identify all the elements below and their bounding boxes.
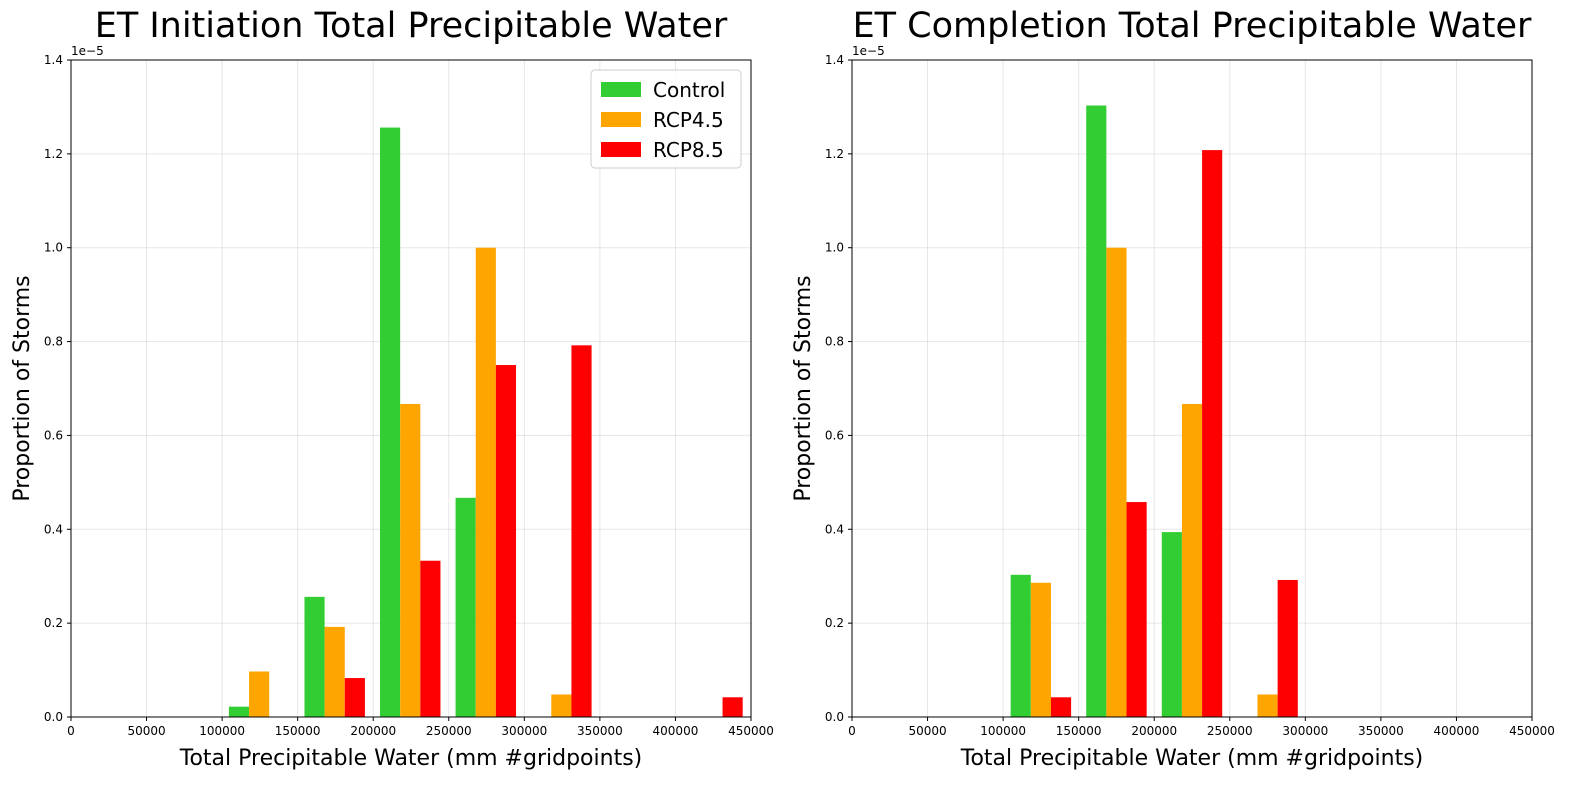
bar-control — [304, 596, 325, 717]
bar-rcp45 — [1030, 582, 1051, 717]
bar-control — [1010, 574, 1031, 717]
x-axis-title: Total Precipitable Water (mm #gridpoints… — [179, 746, 642, 771]
bar-rcp85 — [420, 560, 441, 717]
y-tick-label: 0.8 — [44, 335, 63, 349]
x-tick-label: 100000 — [980, 724, 1026, 738]
bar-rcp85 — [1202, 150, 1223, 718]
bar-rcp85 — [1277, 579, 1298, 717]
bar-control — [228, 706, 250, 717]
y-tick-label: 0.0 — [44, 710, 63, 724]
y-axis-title: Proportion of Storms — [791, 275, 816, 501]
x-tick-label: 400000 — [653, 724, 699, 738]
bar-rcp45 — [1257, 694, 1278, 717]
x-tick-label: 0 — [848, 724, 856, 738]
x-tick-label: 450000 — [728, 724, 774, 738]
x-tick-label: 50000 — [908, 724, 946, 738]
x-tick-label: 250000 — [1207, 724, 1253, 738]
x-tick-label: 200000 — [350, 724, 396, 738]
bar-rcp45 — [1106, 247, 1127, 717]
y-tick-label: 0.2 — [44, 616, 63, 630]
bar-rcp85 — [1126, 502, 1147, 717]
chart-title: ET Completion Total Precipitable Water — [853, 6, 1532, 46]
bar-rcp45 — [249, 671, 270, 717]
y-tick-label: 0.6 — [44, 428, 63, 442]
x-tick-label: 100000 — [199, 724, 245, 738]
legend-label: RCP8.5 — [653, 138, 724, 162]
y-offset-label: 1e−5 — [852, 44, 885, 58]
x-tick-label: 150000 — [1056, 724, 1102, 738]
x-tick-label: 200000 — [1131, 724, 1177, 738]
legend-label: RCP4.5 — [653, 108, 724, 132]
bar-control — [455, 497, 476, 717]
plot-frame — [851, 59, 1533, 718]
bar-rcp85 — [495, 365, 517, 717]
x-tick-label: 300000 — [501, 724, 547, 738]
chart-et-completion: 0 50000 100000 150000 200000 250000 300000 3500… — [791, 6, 1555, 771]
chart-title: ET Initiation Total Precipitable Water — [95, 6, 728, 46]
legend-swatch — [601, 142, 641, 157]
legend-swatch — [601, 112, 641, 127]
bar-rcp45 — [1181, 403, 1203, 717]
y-tick-label: 0.4 — [44, 522, 63, 536]
x-tick-label: 0 — [67, 724, 75, 738]
x-tick-label: 350000 — [577, 724, 623, 738]
legend: Control RCP4.5 RCP8.5 — [590, 69, 742, 169]
chart-et-initiation: 0 50000 100000 150000 200000 250000 300000 3500… — [10, 6, 774, 771]
y-axis-title: Proportion of Storms — [10, 275, 35, 501]
x-tick-label: 150000 — [275, 724, 321, 738]
bar-rcp45 — [324, 626, 345, 717]
x-tick-label: 400000 — [1434, 724, 1480, 738]
y-tick-label: 1.2 — [825, 147, 844, 161]
y-tick-label: 1.4 — [44, 53, 63, 67]
y-offset-label: 1e−5 — [71, 44, 104, 58]
bar-rcp85 — [722, 697, 743, 717]
legend-label: Control — [653, 78, 725, 102]
y-tick-label: 0.6 — [825, 428, 844, 442]
y-tick-label: 0.8 — [825, 335, 844, 349]
y-tick-label: 1.4 — [825, 53, 844, 67]
bar-rcp85 — [1050, 697, 1072, 717]
x-tick-label: 50000 — [127, 724, 165, 738]
x-tick-label: 350000 — [1358, 724, 1404, 738]
x-axis-title: Total Precipitable Water (mm #gridpoints… — [960, 746, 1423, 771]
bar-control — [380, 127, 401, 717]
bar-rcp85 — [571, 345, 592, 717]
bar-rcp45 — [475, 247, 496, 717]
bar-rcp45 — [551, 694, 572, 717]
y-tick-label: 0.2 — [825, 616, 844, 630]
y-tick-label: 1.0 — [825, 241, 844, 255]
bar-control — [1161, 532, 1182, 717]
y-tick-label: 0.4 — [825, 522, 844, 536]
x-tick-label: 250000 — [426, 724, 472, 738]
legend-swatch — [601, 82, 641, 97]
bar-rcp85 — [344, 678, 365, 717]
bar-rcp45 — [400, 403, 421, 717]
y-tick-label: 0.0 — [825, 710, 844, 724]
y-tick-label: 1.2 — [44, 147, 63, 161]
x-tick-label: 300000 — [1282, 724, 1328, 738]
x-tick-label: 450000 — [1509, 724, 1555, 738]
bar-control — [1086, 105, 1107, 718]
plot-frame — [70, 59, 752, 718]
y-tick-label: 1.0 — [44, 241, 63, 255]
